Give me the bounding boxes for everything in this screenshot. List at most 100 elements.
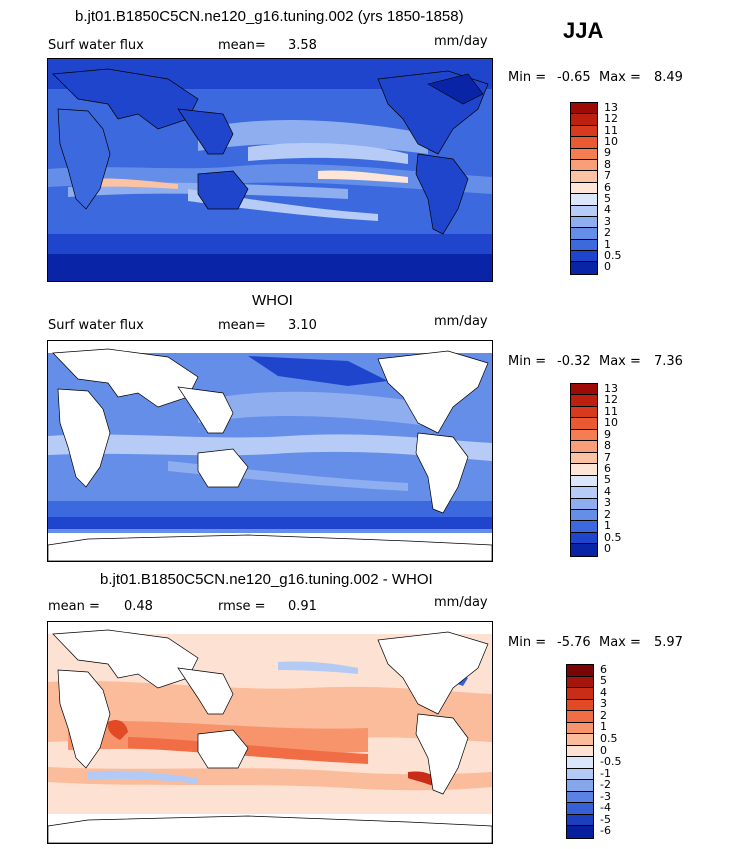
panel1-max-value: 8.49 [654, 70, 683, 85]
colorbar-tick-label: 7 [604, 450, 611, 464]
panel3-title: b.jt01.B1850C5CN.ne120_g16.tuning.002 - … [100, 571, 433, 588]
colorbar-tick-label: -1 [600, 766, 611, 780]
panel3-units: mm/day [434, 595, 488, 610]
colorbar-cell [571, 171, 597, 183]
colorbar-cell [567, 768, 593, 781]
colorbar-cell [571, 464, 597, 476]
colorbar-cell [571, 216, 597, 229]
colorbar-cell [571, 418, 597, 430]
colorbar-cell [567, 803, 593, 815]
colorbar-tick-label: 0 [604, 542, 611, 556]
colorbar-tick-label: 11 [604, 404, 618, 418]
colorbar-tick-label: 0.5 [600, 731, 618, 745]
colorbar-cell [567, 711, 593, 723]
season-label: JJA [563, 18, 604, 43]
colorbar-cell [571, 239, 597, 252]
colorbar-tick-label: 5 [600, 674, 607, 688]
colorbar-tick-label: 0.5 [604, 248, 622, 262]
colorbar-tick-label: 1 [604, 519, 611, 533]
colorbar-cell [571, 114, 597, 126]
colorbar-tick-label: 11 [604, 123, 618, 137]
panel3-mean-label: mean = [48, 599, 100, 614]
panel2-variable-label: Surf water flux [48, 318, 144, 333]
colorbar-tick-label: 9 [604, 427, 611, 441]
colorbar-tick-label: 4 [600, 685, 607, 699]
panel1-mean-value: 3.58 [288, 38, 317, 53]
colorbar-tick-label: 5 [604, 191, 611, 205]
colorbar-tick-label: 8 [604, 157, 611, 171]
panel1-min-value: -0.65 [557, 70, 591, 85]
colorbar-tick-label: 2 [604, 507, 611, 521]
colorbar-tick-label: 6 [604, 462, 611, 475]
colorbar-cell [571, 544, 597, 556]
colorbar-tick-label: 1 [600, 720, 607, 734]
colorbar-tick-label: 12 [604, 393, 618, 407]
panel3-rmse-value: 0.91 [288, 599, 317, 614]
panel3-max-label: Max = [599, 635, 641, 650]
panel2-max-value: 7.36 [654, 354, 683, 369]
panel1-title: b.jt01.B1850C5CN.ne120_g16.tuning.002 (y… [75, 8, 464, 25]
panel3-rmse-label: rmse = [218, 599, 266, 614]
colorbar-tick-label: 2 [604, 226, 611, 240]
colorbar-cell [571, 228, 597, 240]
panel3-colorbar-ticks: 6 5 4 3 2 1 0.5 0 -0.5 -1 -2 -3 -4 -5 -6 [600, 662, 640, 839]
panel3-min-label: Min = [508, 635, 547, 650]
colorbar-cell [571, 429, 597, 442]
colorbar-cell [567, 734, 593, 746]
colorbar-tick-label: 3 [604, 214, 611, 228]
colorbar-cell [571, 498, 597, 510]
panel2-colorbar-ticks: 13 12 11 10 9 8 7 6 5 4 3 2 1 0.5 0 [604, 382, 644, 557]
panel2-mean-value: 3.10 [288, 318, 317, 333]
colorbar-cell [567, 665, 593, 677]
colorbar-tick-label: 9 [604, 146, 611, 160]
panel3-min-value: -5.76 [557, 635, 591, 650]
colorbar-tick-label: 6 [600, 662, 607, 676]
panel2-map-graphic [48, 341, 492, 561]
panel1-units: mm/day [434, 34, 488, 49]
colorbar-cell [571, 194, 597, 206]
colorbar-tick-label: 2 [600, 708, 607, 722]
colorbar-cell [567, 699, 593, 712]
colorbar-tick-label: 0 [600, 743, 607, 757]
panel2-mean-label: mean= [218, 318, 266, 333]
panel1-variable-label: Surf water flux [48, 38, 144, 53]
colorbar-cell [567, 745, 593, 758]
panel3-max-value: 5.97 [654, 635, 683, 650]
colorbar-cell [567, 791, 593, 804]
colorbar-cell [571, 521, 597, 533]
panel1-max-label: Max = [599, 70, 641, 85]
colorbar-cell [571, 475, 597, 488]
colorbar-cell [567, 722, 593, 735]
panel3-map [47, 621, 493, 844]
colorbar-tick-label: 12 [604, 112, 618, 126]
colorbar-cell [571, 125, 597, 138]
colorbar-tick-label: 1 [604, 237, 611, 251]
colorbar-cell [571, 159, 597, 172]
panel1-map [47, 58, 493, 282]
colorbar-tick-label: -4 [600, 801, 611, 815]
colorbar-tick-label: 5 [604, 473, 611, 487]
colorbar-cell [571, 137, 597, 149]
panel2-title: WHOI [252, 292, 293, 309]
colorbar-tick-label: 0 [604, 260, 611, 274]
colorbar-cell [567, 757, 593, 769]
colorbar-tick-label: 0.5 [604, 530, 622, 544]
colorbar-tick-label: 3 [604, 496, 611, 510]
colorbar-tick-label: 3 [600, 697, 607, 711]
colorbar-cell [567, 780, 593, 792]
panel1-colorbar-ticks: 13 12 11 10 9 8 7 6 5 4 3 2 1 0.5 0 [604, 101, 644, 275]
colorbar-cell [571, 103, 597, 115]
colorbar-cell [571, 452, 597, 465]
colorbar-tick-label: 4 [604, 484, 611, 498]
colorbar-cell [571, 487, 597, 499]
colorbar-tick-label: 10 [604, 416, 618, 430]
panel2-min-label: Min = [508, 354, 547, 369]
colorbar-tick-label: -3 [600, 789, 611, 803]
colorbar-cell [571, 406, 597, 419]
panel2-min-value: -0.32 [557, 354, 591, 369]
colorbar-cell [567, 676, 593, 689]
colorbar-cell [571, 251, 597, 263]
colorbar-cell [571, 395, 597, 407]
colorbar-cell [571, 509, 597, 522]
panel1-map-graphic [48, 59, 492, 281]
